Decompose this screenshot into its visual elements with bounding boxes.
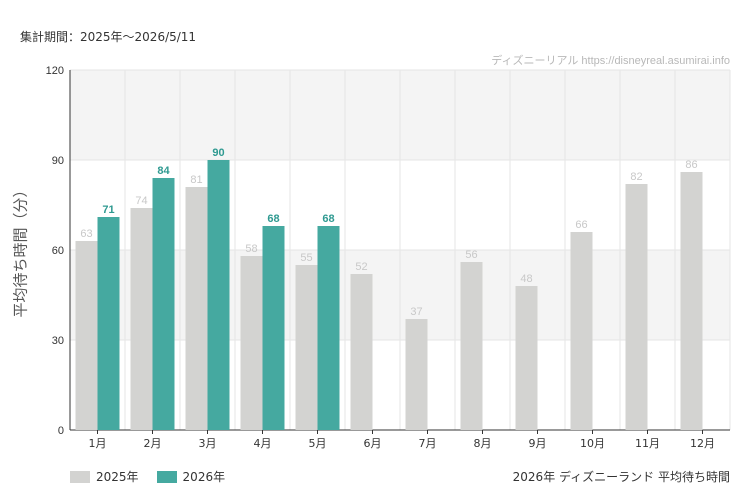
bar-2025 [570, 232, 593, 430]
x-tick-label: 4月 [254, 437, 272, 450]
data-label-2026: 71 [102, 204, 114, 216]
x-tick-label: 10月 [580, 437, 605, 450]
bar-2025 [625, 184, 648, 430]
bar-2025 [350, 274, 373, 430]
legend-label-2025: 2025年 [96, 470, 139, 484]
bar-2026 [152, 178, 175, 430]
bar-2026 [207, 160, 230, 430]
data-label-2025: 37 [410, 306, 422, 318]
bar-2026 [262, 226, 285, 430]
data-label-2025: 82 [630, 171, 642, 183]
legend-label-2026: 2026年 [182, 470, 226, 484]
data-label-2025: 63 [80, 228, 92, 240]
x-tick-label: 12月 [690, 437, 715, 450]
bar-2025 [240, 256, 263, 430]
data-label-2025: 52 [355, 261, 367, 273]
x-tick-label: 7月 [419, 437, 437, 450]
x-tick-label: 3月 [199, 437, 217, 450]
bar-2026 [97, 217, 120, 430]
bar-2025 [515, 286, 538, 430]
y-axis-label: 平均待ち時間（分） [11, 182, 30, 318]
data-label-2025: 81 [190, 174, 202, 186]
legend-swatch-2026 [156, 470, 177, 483]
bar-2025 [75, 241, 98, 430]
bar-2025 [460, 262, 483, 430]
x-tick-label: 9月 [529, 437, 547, 450]
y-tick-label: 0 [58, 425, 64, 437]
bar-2025 [295, 265, 318, 430]
data-label-2026: 68 [322, 213, 334, 225]
bar-2025 [680, 172, 703, 430]
y-tick-label: 120 [46, 65, 64, 77]
y-tick-label: 60 [52, 245, 64, 257]
bar-2025 [130, 208, 153, 430]
x-tick-label: 8月 [474, 437, 492, 450]
data-label-2026: 84 [157, 165, 170, 177]
bar-2026 [317, 226, 340, 430]
legend-swatch-2025 [70, 470, 90, 483]
x-tick-label: 2月 [144, 437, 162, 450]
data-label-2025: 48 [520, 273, 532, 285]
data-label-2026: 90 [212, 147, 224, 159]
y-tick-label: 90 [52, 155, 64, 167]
data-label-2025: 66 [575, 219, 587, 231]
y-tick-label: 30 [52, 335, 64, 347]
legend-item-2026: 2026年 [156, 468, 226, 485]
data-label-2026: 68 [267, 213, 279, 225]
data-label-2025: 56 [465, 249, 477, 261]
x-tick-label: 5月 [309, 437, 327, 450]
x-tick-label: 6月 [364, 437, 382, 450]
legend-item-2025: 2025年 [70, 468, 139, 485]
data-label-2025: 55 [300, 252, 312, 264]
bar-2025 [405, 319, 428, 430]
source-text: ディズニーリアル https://disneyreal.asumirai.inf… [491, 55, 730, 67]
period-text: 集計期間：2025年～2026/5/11 [20, 30, 197, 44]
x-tick-label: 11月 [635, 437, 660, 450]
chart-caption: 2026年 ディズニーランド 平均待ち時間 [512, 470, 730, 484]
data-label-2025: 58 [245, 243, 257, 255]
data-label-2025: 74 [135, 195, 147, 207]
data-label-2025: 86 [685, 159, 697, 171]
legend: 2025年 2026年 [70, 468, 225, 485]
bar-2025 [185, 187, 208, 430]
x-tick-label: 1月 [89, 437, 107, 450]
